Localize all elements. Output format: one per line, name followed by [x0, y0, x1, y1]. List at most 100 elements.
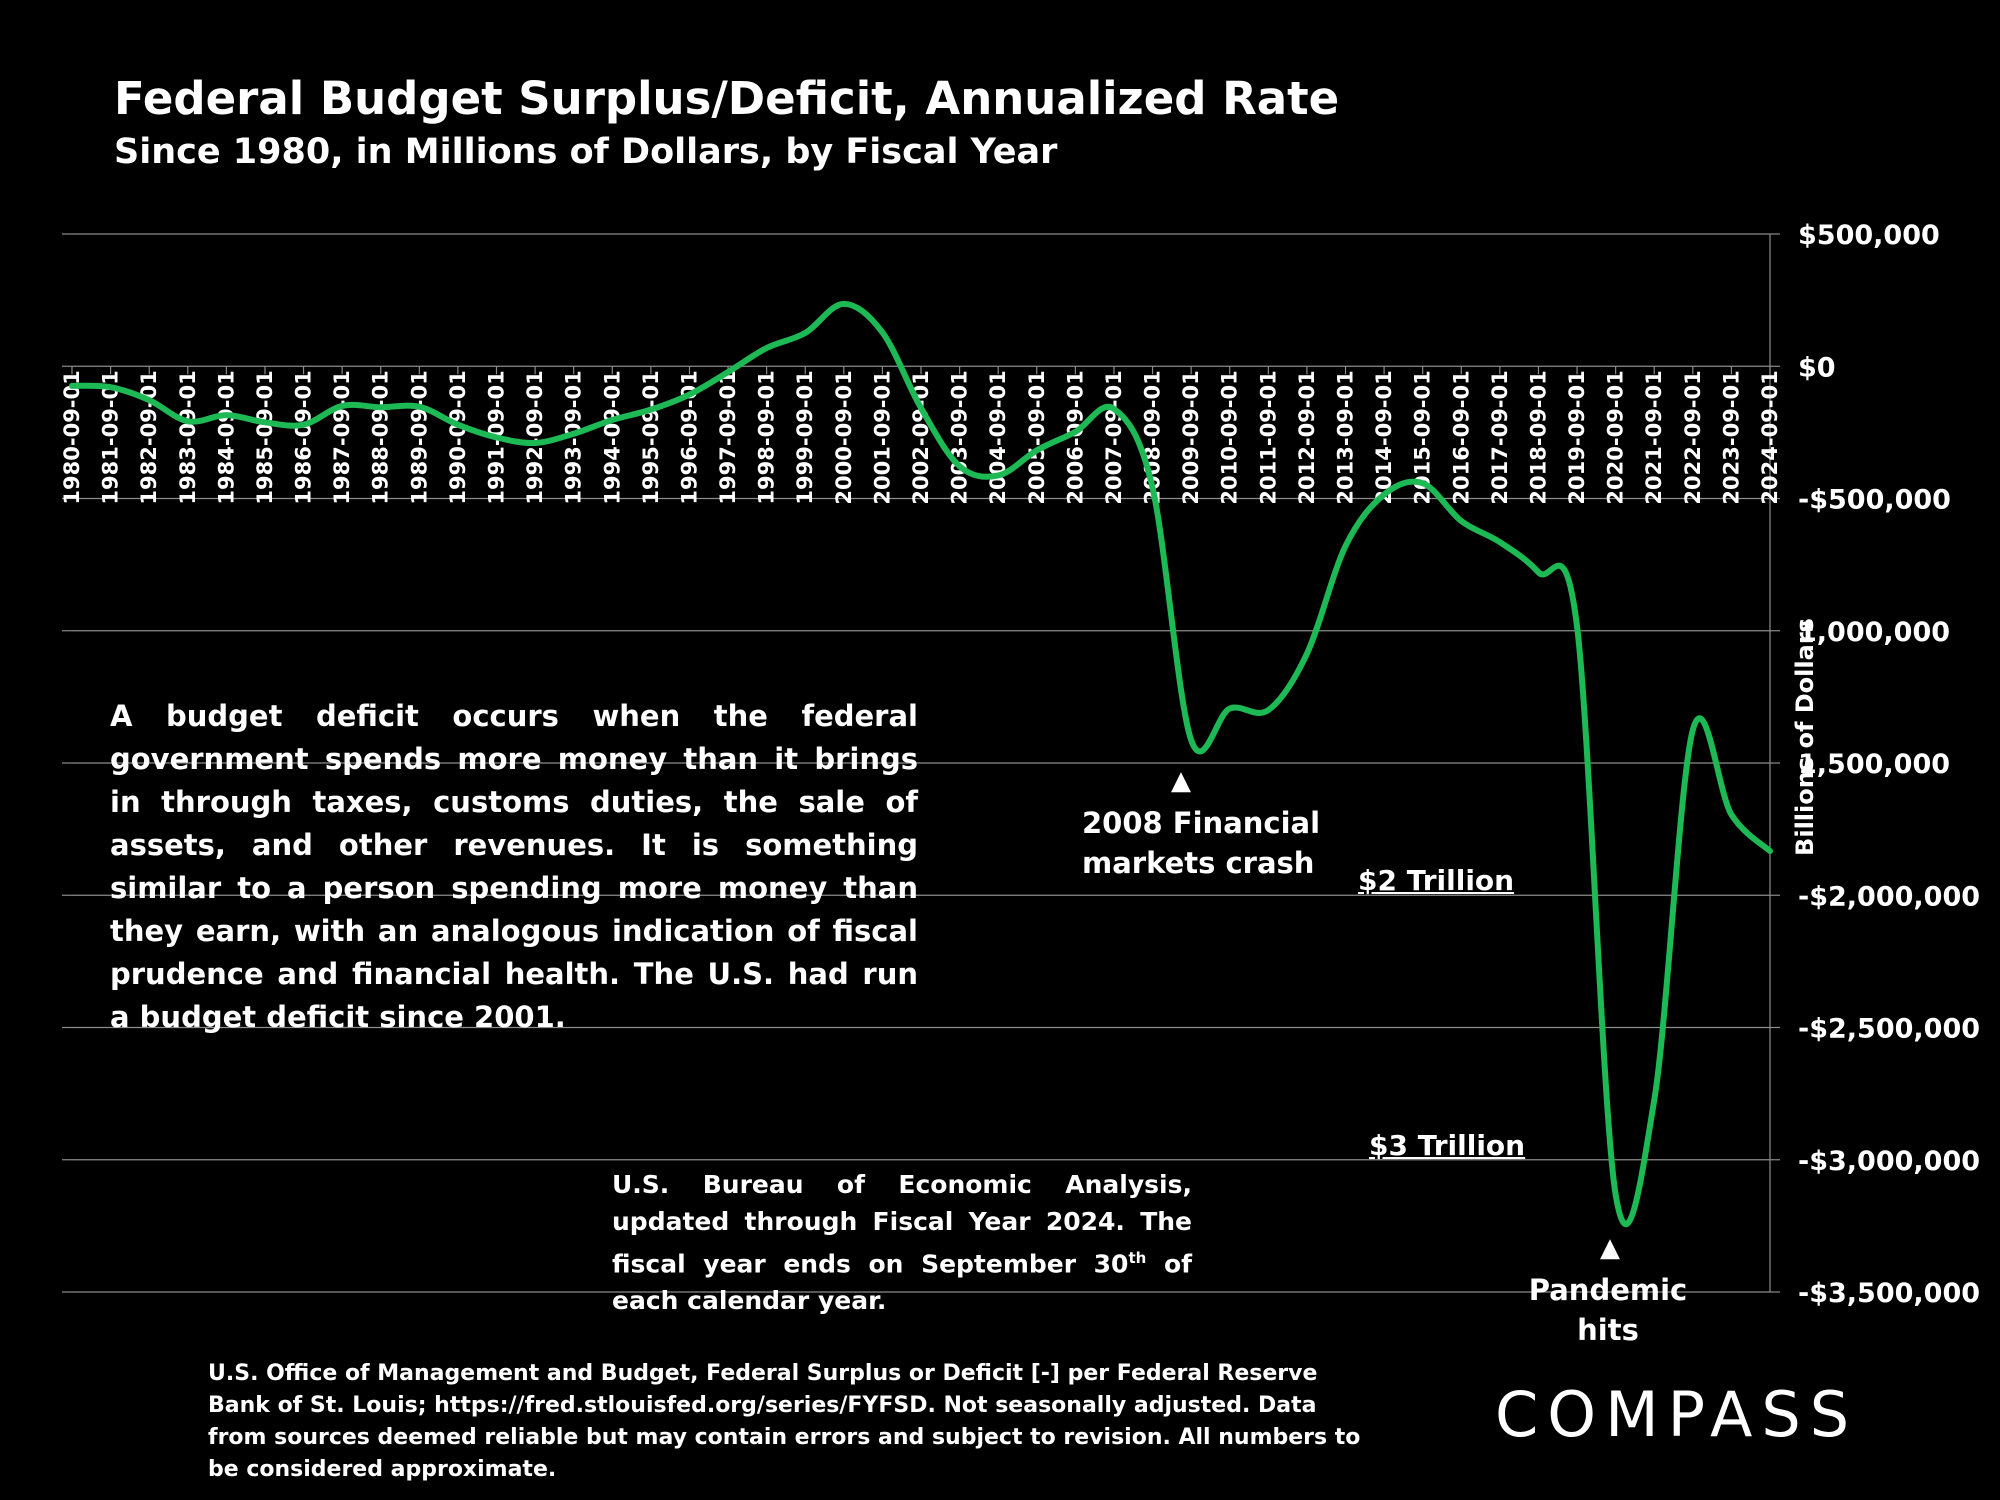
y-tick-label: -$3,500,000: [1798, 1278, 1980, 1309]
data-point: [1304, 651, 1310, 657]
data-point: [1343, 543, 1349, 549]
x-tick-label: 2007-09-01: [1102, 370, 1126, 504]
x-tick-label: 1995-09-01: [639, 370, 663, 504]
chart-title: Federal Budget Surplus/Deficit, Annualiz…: [114, 72, 1340, 125]
data-point: [1458, 518, 1464, 524]
data-point: [1728, 812, 1734, 818]
data-point: [764, 345, 770, 351]
data-point: [1034, 447, 1040, 453]
data-point: [1574, 624, 1580, 630]
data-point: [1265, 707, 1271, 713]
data-point: [108, 384, 114, 390]
data-point: [1767, 848, 1773, 854]
x-tick-label: 1989-09-01: [407, 370, 431, 504]
source-bea-end: of each calendar year.: [612, 1249, 1192, 1316]
data-point: [1613, 1192, 1619, 1198]
data-point: [1150, 485, 1156, 491]
data-point: [1690, 727, 1696, 733]
x-tick-label: 2009-09-01: [1179, 370, 1203, 504]
data-point: [841, 301, 847, 307]
x-tick-label: 2023-09-01: [1719, 370, 1743, 504]
x-tick-label: 1997-09-01: [716, 370, 740, 504]
source-bea: U.S. Bureau of Economic Analysis, update…: [612, 1166, 1192, 1319]
data-point: [571, 431, 577, 437]
x-tick-label: 2020-09-01: [1604, 370, 1628, 504]
y-tick-label: $500,000: [1798, 220, 1940, 251]
data-point: [609, 417, 615, 423]
source-bea-text: U.S. Bureau of Economic Analysis, update…: [612, 1170, 1192, 1279]
y-tick-label: -$2,500,000: [1798, 1014, 1980, 1045]
y-tick-label: 1,000,000: [1798, 617, 1950, 648]
data-point: [802, 330, 808, 336]
y-tick-label: $0: [1798, 352, 1836, 383]
y-tick-label: 1,500,000: [1798, 749, 1950, 780]
x-tick-label: 1980-09-01: [60, 370, 84, 504]
data-point: [146, 397, 152, 403]
x-tick-label: 2019-09-01: [1565, 370, 1589, 504]
data-point: [455, 422, 461, 428]
data-point: [416, 404, 422, 410]
source-omb: U.S. Office of Management and Budget, Fe…: [208, 1361, 1361, 1482]
series-line: [69, 300, 1773, 1228]
y-tick-label: -$500,000: [1798, 485, 1951, 516]
source-bea-sup: th: [1128, 1249, 1147, 1267]
compass-logo: COMPASS: [1495, 1378, 1859, 1451]
x-tick-label: 1999-09-01: [793, 370, 817, 504]
data-point: [223, 412, 229, 418]
x-tick-label: 1986-09-01: [292, 370, 316, 504]
data-point: [1651, 1097, 1657, 1103]
x-tick-label: 2021-09-01: [1642, 370, 1666, 504]
annotation-two-trillion: $2 Trillion: [1358, 864, 1515, 897]
data-point: [185, 418, 191, 424]
x-tick-label: 1992-09-01: [523, 370, 547, 504]
x-tick-label: 2005-09-01: [1025, 370, 1049, 504]
x-tick-label: 1984-09-01: [214, 370, 238, 504]
x-tick-label: 2012-09-01: [1295, 370, 1319, 504]
x-tick-label: 2016-09-01: [1449, 370, 1473, 504]
x-tick-label: 2003-09-01: [948, 370, 972, 504]
x-tick-label: 2017-09-01: [1488, 370, 1512, 504]
x-tick-label: 2001-09-01: [870, 370, 894, 504]
annotation-pandemic: Pandemic hits: [1528, 1273, 1688, 1347]
x-tick-label: 2022-09-01: [1681, 370, 1705, 504]
chart-subtitle: Since 1980, in Millions of Dollars, by F…: [114, 132, 1058, 172]
data-point: [262, 419, 268, 425]
data-point: [1111, 406, 1117, 412]
data-point: [725, 369, 731, 375]
x-tick-label: 1987-09-01: [330, 370, 354, 504]
data-point: [1227, 706, 1233, 712]
data-point: [339, 403, 345, 409]
data-point: [995, 472, 1001, 478]
x-tick-label: 2014-09-01: [1372, 370, 1396, 504]
data-point: [957, 463, 963, 469]
x-tick-label: 2011-09-01: [1256, 370, 1280, 504]
data-point: [1188, 737, 1194, 743]
x-tick-label: 2000-09-01: [832, 370, 856, 504]
data-point: [301, 422, 307, 428]
data-point: [1381, 492, 1387, 498]
pandemic-arrow-icon: ▲: [1600, 1233, 1620, 1263]
x-tick-label: 1985-09-01: [253, 370, 277, 504]
data-point: [1535, 569, 1541, 575]
x-tick-label: 2018-09-01: [1526, 370, 1550, 504]
deficit-description: A budget deficit occurs when the federal…: [110, 699, 918, 1034]
x-tick-label: 2010-09-01: [1218, 370, 1242, 504]
x-tick-label: 2024-09-01: [1758, 370, 1782, 504]
data-point: [918, 405, 924, 411]
data-point: [532, 440, 538, 446]
y-axis-title: Billions of Dollars: [1791, 618, 1819, 856]
annotation-three-trillion: $3 Trillion: [1369, 1129, 1526, 1162]
data-point: [378, 404, 384, 410]
y-tick-label: -$2,000,000: [1798, 881, 1980, 912]
data-point: [879, 329, 885, 335]
x-tick-label: 1990-09-01: [446, 370, 470, 504]
data-point: [1497, 539, 1503, 545]
x-tick-label: 1983-09-01: [176, 370, 200, 504]
x-tick-label: 1988-09-01: [369, 370, 393, 504]
annotation-crash: 2008 Financial markets crash: [1082, 806, 1321, 880]
x-tick-label: 1994-09-01: [600, 370, 624, 504]
crash-arrow-icon: ▲: [1171, 766, 1191, 796]
y-tick-label: -$3,000,000: [1798, 1146, 1980, 1177]
data-point: [686, 392, 692, 398]
